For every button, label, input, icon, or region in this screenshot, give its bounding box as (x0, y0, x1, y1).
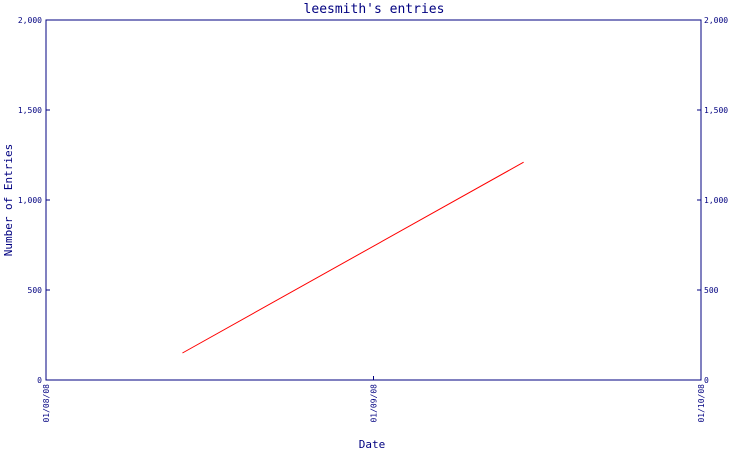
x-tick-label: 01/08/08 (42, 384, 51, 423)
plot-frame (45, 19, 702, 381)
y-tick-label-right: 500 (704, 286, 719, 295)
y-tick-label-left: 500 (28, 286, 43, 295)
x-axis-label: Date (359, 438, 386, 450)
y-tick-label-left: 0 (37, 376, 42, 385)
x-tick-label: 01/10/08 (697, 384, 706, 423)
series-layer (182, 161, 524, 354)
y-tick-label-right: 0 (704, 376, 709, 385)
y-tick-label-right: 1,500 (704, 106, 728, 115)
y-tick-label-right: 1,000 (704, 196, 728, 205)
y-tick-label-left: 2,000 (18, 16, 42, 25)
y-tick-label-left: 1,000 (18, 196, 42, 205)
y-axis-label: Number of Entries (2, 144, 15, 257)
y-tick-label-right: 2,000 (704, 16, 728, 25)
ticks-layer: 0 0 500 500 1,000 1,000 1,500 1,500 2,000 2,000 01… (18, 16, 728, 423)
x-tick-label: 01/09/08 (370, 384, 379, 423)
chart-title: leesmith's entries (304, 2, 445, 17)
y-tick-label-left: 1,500 (18, 106, 42, 115)
series-line (182, 161, 524, 354)
